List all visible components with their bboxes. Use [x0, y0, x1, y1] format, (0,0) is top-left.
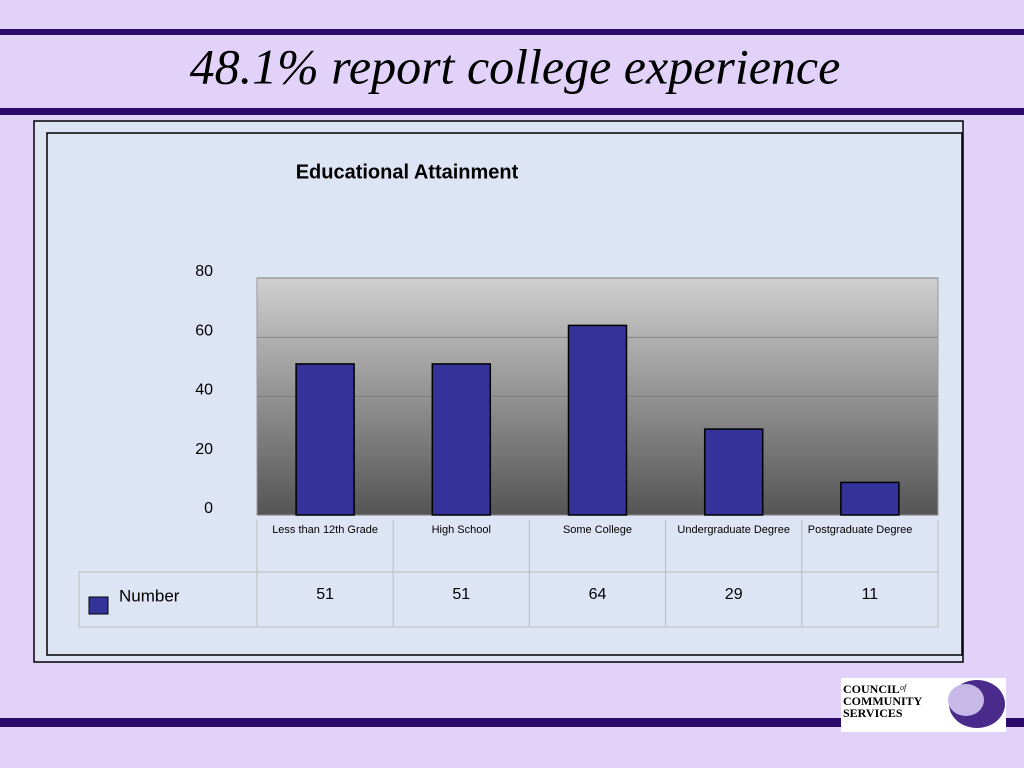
rule-bottom — [0, 718, 1024, 727]
rule-title — [0, 108, 1024, 115]
legend-label: Number — [119, 586, 180, 605]
x-tick-label: Undergraduate Degree — [677, 524, 790, 536]
table-value: 29 — [725, 586, 743, 603]
x-tick-label: Some College — [562, 524, 633, 536]
bar — [431, 363, 492, 516]
y-tick-label: 60 — [195, 322, 213, 339]
slide-title: 48.1% report college experience — [190, 38, 841, 94]
category-cell: Less than 12th Grade — [272, 524, 378, 536]
y-tick-label: 40 — [195, 382, 213, 399]
category-cell: Undergraduate Degree — [677, 524, 790, 536]
logo-text: SERVICES — [843, 706, 903, 720]
bar — [295, 363, 355, 516]
logo-text: of — [900, 683, 908, 692]
bar — [840, 481, 900, 516]
rule-top — [0, 29, 1024, 35]
y-tick-label: 0 — [204, 500, 213, 517]
legend-swatch — [88, 596, 109, 615]
category-cell: High School — [431, 524, 491, 536]
table-value: 11 — [862, 586, 879, 603]
x-tick-label: High School — [431, 524, 491, 536]
y-tick-label: 80 — [195, 263, 213, 280]
table-value: 51 — [452, 586, 470, 603]
logo-emblem — [948, 684, 984, 716]
chart-title: Educational Attainment — [296, 161, 519, 183]
logo-text: COUNCIL — [843, 682, 900, 696]
x-tick-label: Postgraduate Degree — [807, 524, 913, 536]
category-cell: Postgraduate Degree — [807, 524, 913, 536]
chart-inner-frame — [46, 132, 963, 656]
table-border — [78, 571, 939, 628]
x-tick-label: Less than 12th Grade — [272, 524, 378, 536]
category-cell: Some College — [562, 524, 633, 536]
bar — [567, 324, 628, 516]
y-tick-label: 20 — [195, 441, 213, 458]
data-table — [78, 520, 939, 628]
table-value: 51 — [316, 586, 334, 603]
bar — [703, 428, 764, 516]
table-value: 64 — [589, 586, 607, 603]
logo-text: COMMUNITY — [843, 694, 923, 708]
logo: COUNCIL of COMMUNITY SERVICES — [841, 678, 1006, 732]
